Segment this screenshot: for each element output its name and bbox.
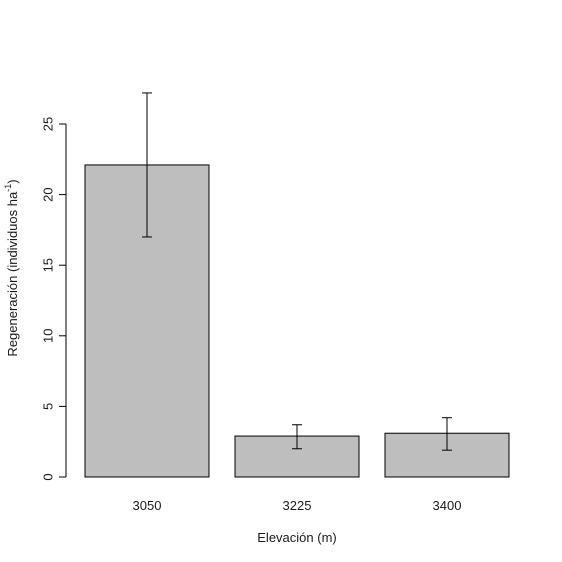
x-tick-label: 3050 xyxy=(133,498,162,513)
y-tick-label: 10 xyxy=(41,329,56,343)
y-axis-label-main: Regeneración (individuos ha xyxy=(5,191,20,357)
y-tick-label: 5 xyxy=(41,403,56,410)
x-axis-label: Elevación (m) xyxy=(257,530,336,545)
y-axis-label-superscript: -1 xyxy=(3,184,13,192)
x-tick-label: 3225 xyxy=(283,498,312,513)
error-bar-3225 xyxy=(292,424,302,450)
bars xyxy=(84,92,510,478)
error-bar-3050 xyxy=(142,92,152,238)
y-axis-label-close: ) xyxy=(5,179,20,183)
y-tick-label: 0 xyxy=(41,473,56,480)
y-tick-label: 25 xyxy=(41,117,56,131)
error-bar-3400 xyxy=(442,417,452,451)
y-axis-label: Regeneración (individuos ha-1) xyxy=(3,179,20,356)
y-axis: 0 5 10 15 20 25 xyxy=(41,117,67,481)
x-axis: 3050 3225 3400 xyxy=(133,498,462,513)
x-tick-label: 3400 xyxy=(433,498,462,513)
y-tick-label: 15 xyxy=(41,258,56,272)
y-tick-label: 20 xyxy=(41,187,56,201)
